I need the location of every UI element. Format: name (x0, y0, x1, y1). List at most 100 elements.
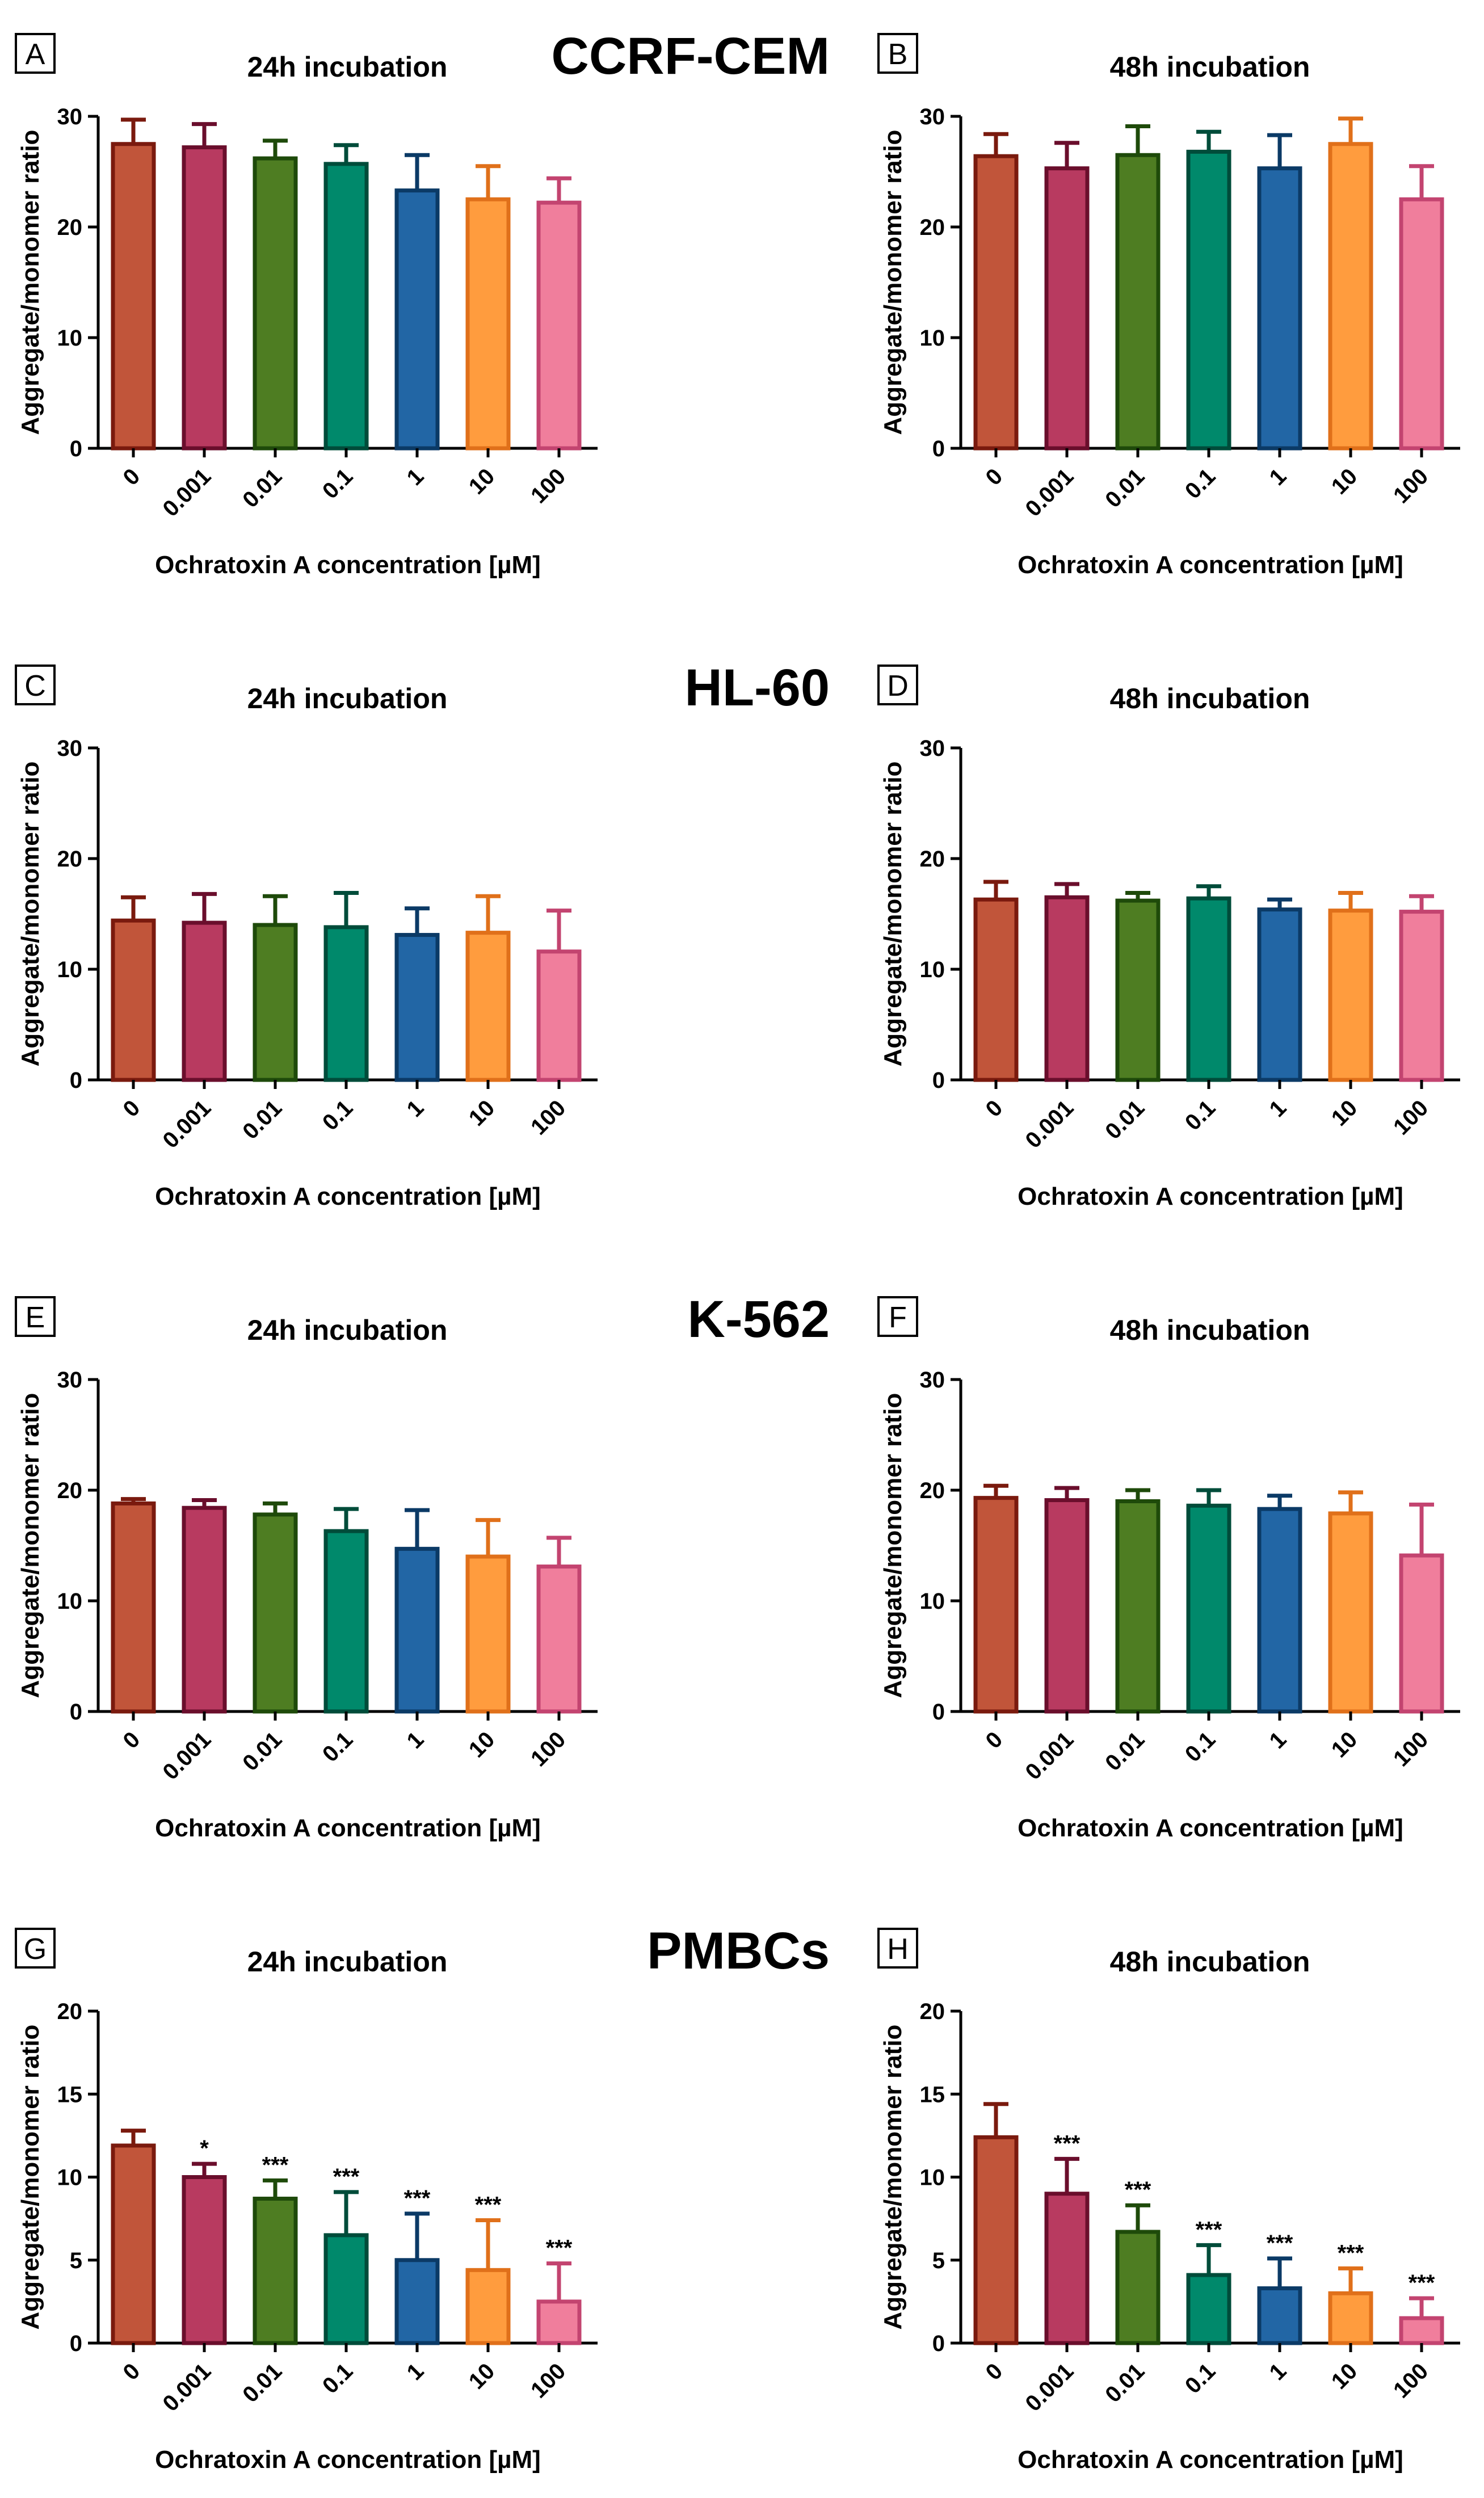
x-tick-label: 10 (1327, 1095, 1363, 1131)
significance-label: *** (1409, 2270, 1435, 2295)
x-tick-label: 0 (981, 2358, 1008, 2385)
x-tick-label: 0.1 (318, 464, 358, 503)
significance-label: *** (333, 2164, 360, 2189)
x-tick-label: 100 (526, 1727, 570, 1771)
x-tick-label: 0.001 (1020, 2358, 1078, 2416)
bar (253, 1512, 298, 1714)
panel-letter: D (887, 670, 909, 703)
x-tick-label: 0 (119, 1095, 145, 1122)
bar (1399, 197, 1444, 451)
x-tick-label: 10 (464, 1727, 500, 1763)
x-tick-label: 100 (526, 1095, 570, 1139)
panel-letter-box (877, 1928, 918, 1969)
x-tick-label: 1 (402, 1727, 429, 1753)
bar (1257, 1507, 1302, 1714)
significance-label: *** (1196, 2217, 1222, 2242)
bar (323, 1529, 369, 1714)
bar (182, 145, 227, 451)
panel-g: G 24h incubation PMBCs 0 5 10 15 20 0 * 0.001 *** 0.… (15, 1922, 830, 2474)
x-tick-label: 100 (1389, 1727, 1433, 1771)
bar (536, 1565, 582, 1714)
y-tick-label: 20 (920, 1478, 945, 1503)
panel-letter-box (877, 665, 918, 705)
significance-label: *** (1338, 2240, 1364, 2265)
x-tick-label: 0.01 (1100, 2358, 1149, 2407)
y-axis-label: Aggregate/monomer ratio (16, 2025, 44, 2330)
x-tick-label: 1 (1265, 2358, 1292, 2385)
bar (1328, 1511, 1373, 1714)
y-tick-label: 10 (920, 2165, 945, 2190)
bar (1328, 2291, 1373, 2345)
x-tick-label: 0.001 (158, 464, 216, 522)
bar (394, 188, 440, 451)
x-tick-label: 0.1 (318, 2358, 358, 2398)
y-tick-label: 30 (920, 104, 945, 129)
chart-title: 24h incubation (247, 1946, 448, 1978)
x-tick-label: 10 (464, 464, 500, 499)
x-tick-label: 0.01 (238, 2358, 287, 2407)
bar (465, 1554, 511, 1714)
chart-title: 48h incubation (1110, 51, 1310, 83)
x-tick-label: 0.001 (158, 1727, 216, 1785)
x-axis-label: Ochratoxin A concentration [µM] (1018, 551, 1403, 579)
y-tick-label: 20 (920, 1999, 945, 2024)
y-tick-label: 30 (57, 1368, 83, 1393)
y-axis-label: Aggregate/monomer ratio (16, 130, 44, 435)
x-tick-label: 0 (119, 2358, 145, 2385)
x-tick-label: 10 (464, 1095, 500, 1131)
panel-b: B 48h incubation 0 10 20 30 0 0.001 0.01 0.1 1 10 10… (877, 33, 1460, 579)
y-axis-label: Aggregate/monomer ratio (879, 1393, 907, 1698)
bar (253, 923, 298, 1082)
bar (465, 197, 511, 451)
bar (973, 154, 1019, 451)
bar (182, 2175, 227, 2345)
y-tick-label: 0 (932, 1068, 945, 1093)
panel-letter: F (889, 1301, 907, 1334)
x-axis-label: Ochratoxin A concentration [µM] (1018, 2446, 1403, 2474)
y-tick-label: 20 (57, 215, 83, 240)
y-tick-label: 5 (70, 2248, 82, 2273)
panel-letter: A (26, 38, 45, 71)
y-tick-label: 10 (57, 2165, 83, 2190)
bar (1186, 149, 1231, 451)
panel-a: A 24h incubation CCRF-CEM 0 10 20 30 0 0.001 0.01… (15, 27, 830, 579)
y-axis-label: Aggregate/monomer ratio (879, 762, 907, 1067)
cell-line-label: HL-60 (684, 659, 830, 717)
x-tick-label: 100 (1389, 1095, 1433, 1139)
x-tick-label: 0.01 (1100, 1727, 1149, 1776)
x-tick-label: 0.1 (318, 1095, 358, 1135)
x-tick-label: 0 (981, 1727, 1008, 1753)
y-tick-label: 0 (932, 2331, 945, 2356)
y-axis-label: Aggregate/monomer ratio (879, 2025, 907, 2330)
x-tick-label: 1 (402, 464, 429, 490)
x-tick-label: 0.001 (1020, 1727, 1078, 1785)
x-tick-label: 100 (526, 2358, 570, 2403)
significance-label: *** (404, 2186, 431, 2211)
bar (394, 2258, 440, 2345)
panel-letter-box (877, 33, 918, 74)
bar (1044, 166, 1090, 451)
panel-e: E 24h incubation K-562 0 10 20 30 0 0.001 0.01 0.1… (15, 1290, 830, 1842)
bar (111, 918, 156, 1082)
bar (465, 2268, 511, 2345)
x-tick-label: 0 (981, 1095, 1008, 1122)
bar (1186, 1503, 1231, 1714)
panel-d: D 48h incubation 0 10 20 30 0 0.001 0.01 0.1 1 10 10… (877, 665, 1460, 1210)
bar (1044, 895, 1090, 1082)
panel-letter: B (888, 38, 908, 71)
panel-letter-box (15, 1296, 56, 1337)
panel-letter-box (877, 1296, 918, 1337)
panel-letter: C (24, 670, 46, 703)
chart-title: 24h incubation (247, 51, 448, 83)
x-tick-label: 0.01 (238, 464, 287, 512)
y-tick-label: 5 (932, 2248, 945, 2273)
significance-label: *** (1267, 2231, 1293, 2256)
x-axis-label: Ochratoxin A concentration [µM] (1018, 1814, 1403, 1842)
x-tick-label: 1 (1265, 464, 1292, 490)
x-tick-label: 10 (1327, 464, 1363, 499)
bar (1328, 909, 1373, 1082)
chart-title: 24h incubation (247, 683, 448, 714)
x-tick-label: 0.1 (1180, 1095, 1220, 1135)
chart-title: 24h incubation (247, 1314, 448, 1346)
y-axis-label: Aggregate/monomer ratio (16, 762, 44, 1067)
